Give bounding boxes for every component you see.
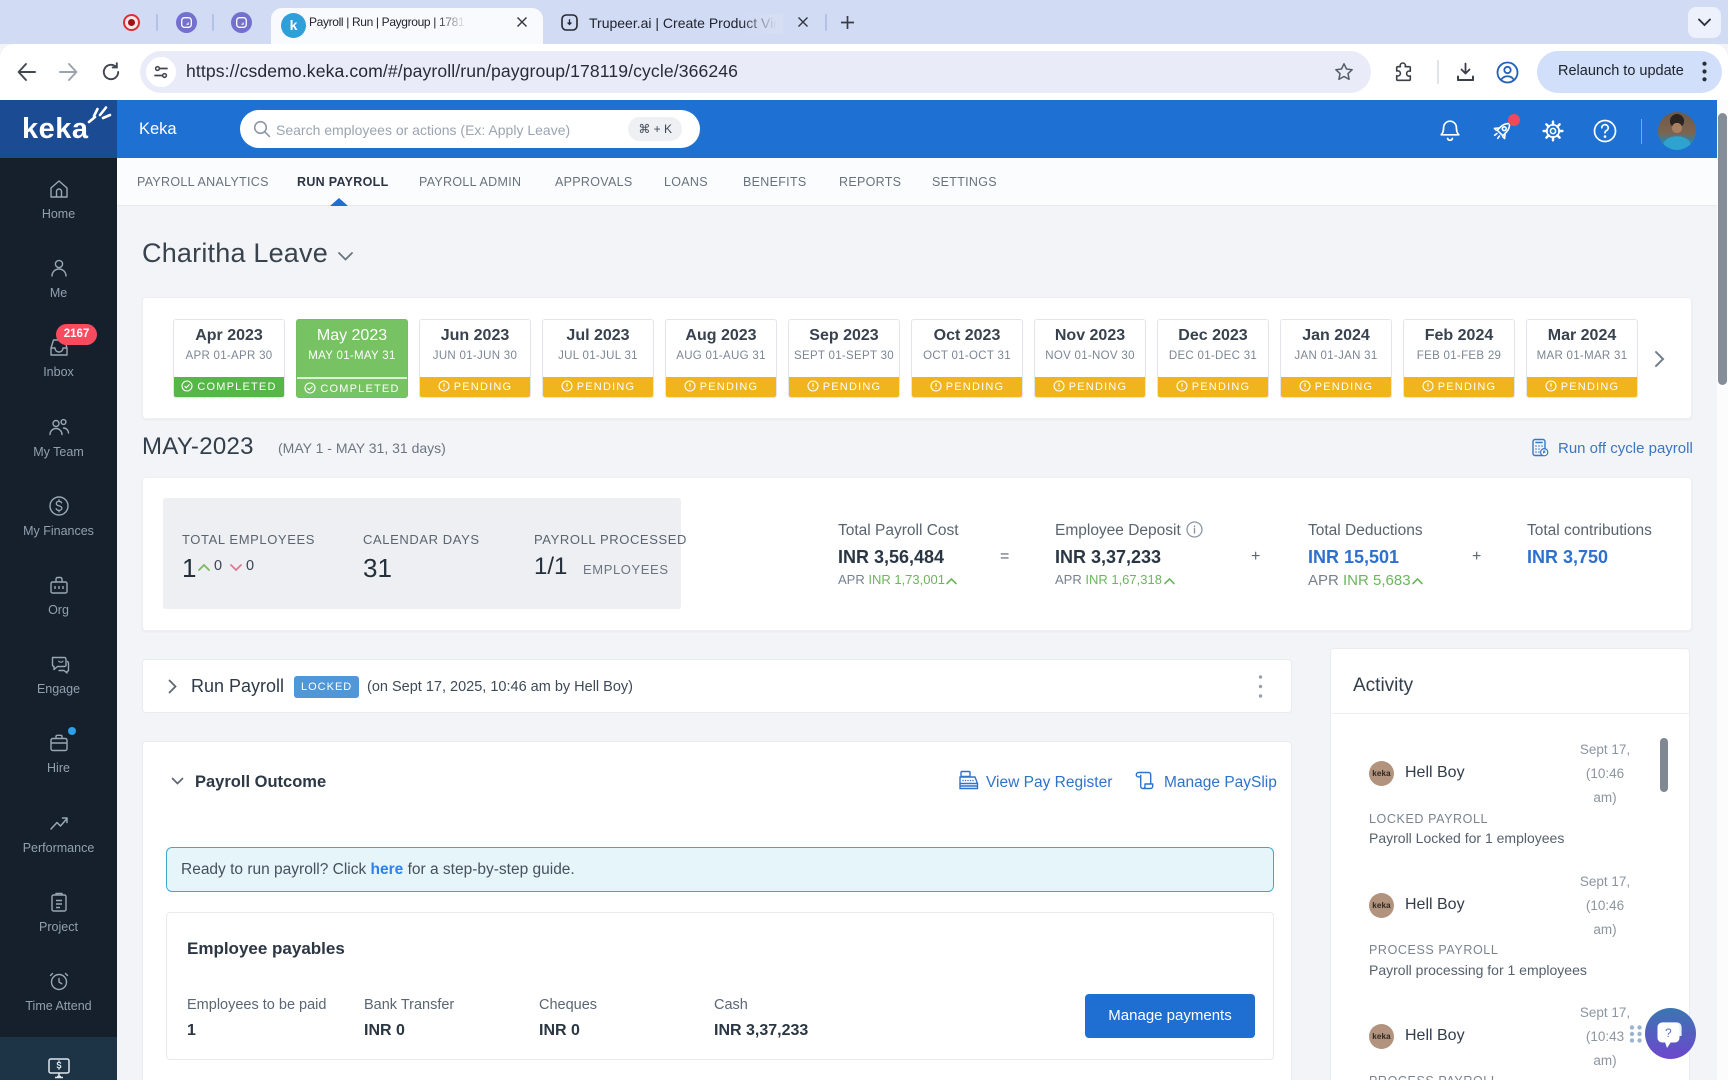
svg-text:?: ? [1665,1026,1672,1040]
